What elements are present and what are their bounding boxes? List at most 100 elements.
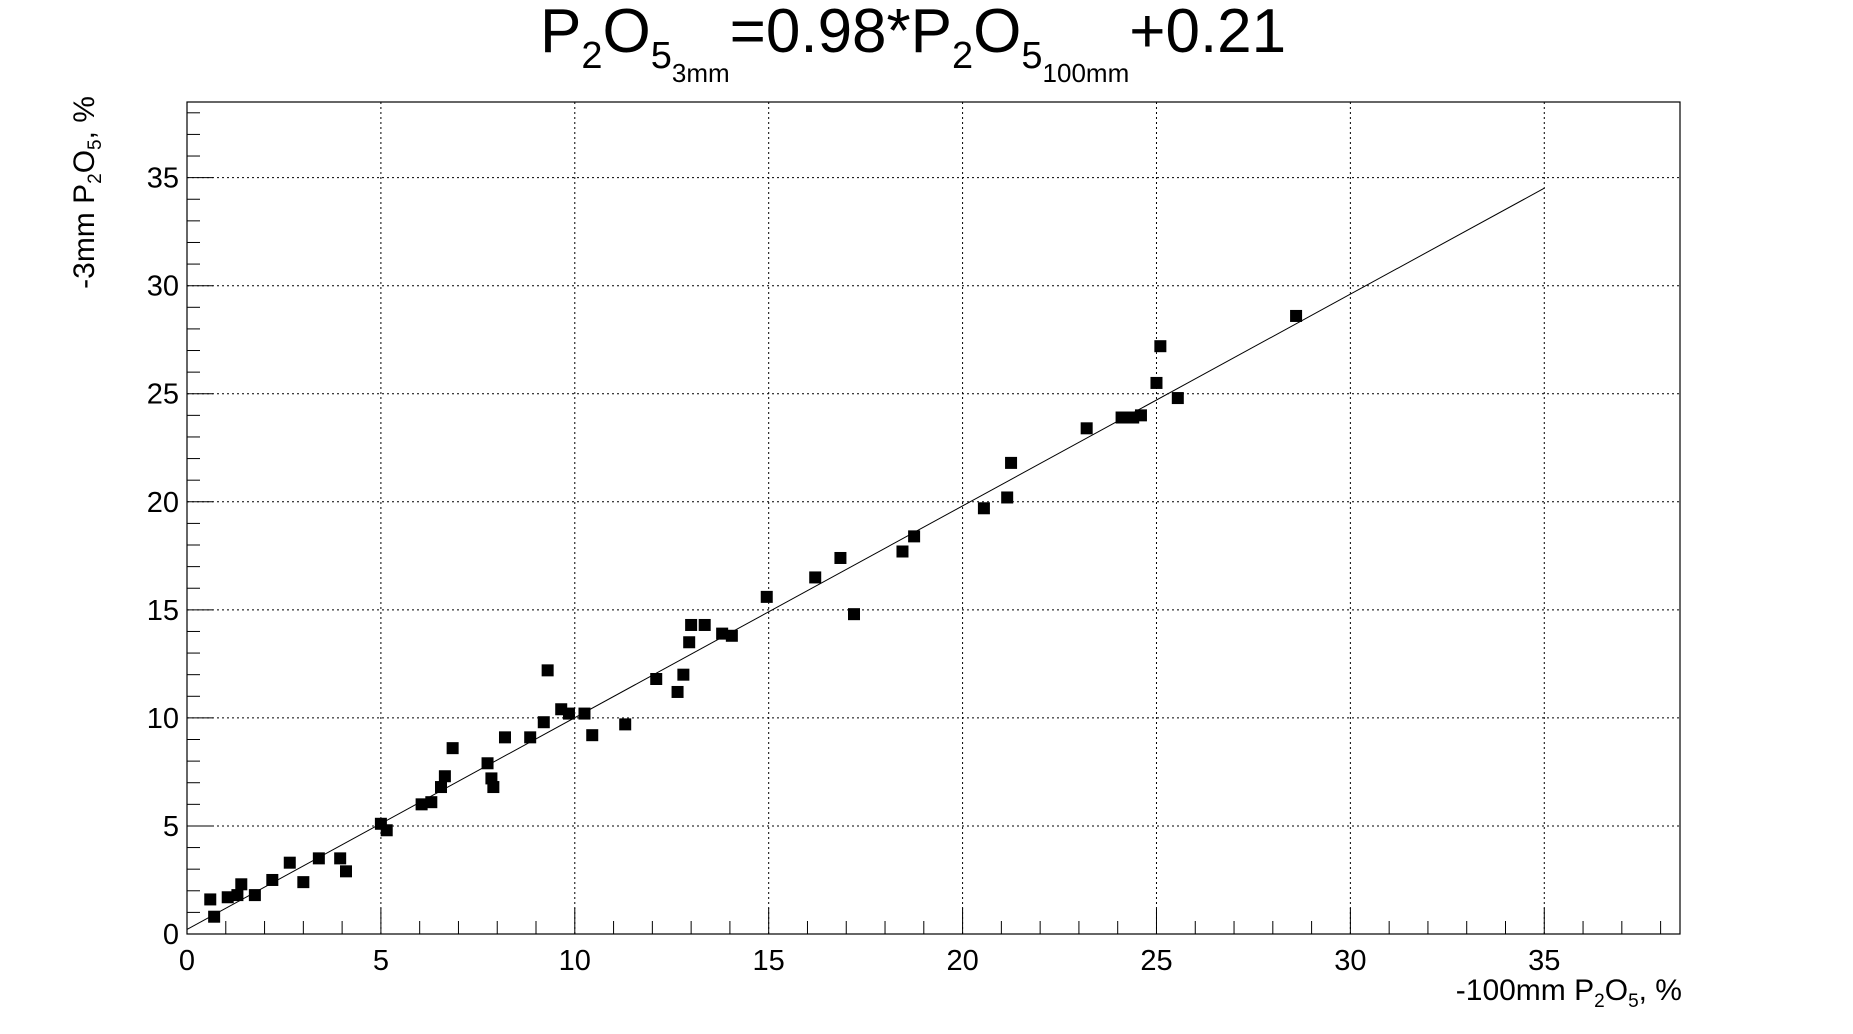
title-lhs-sub3: 3mm [672, 58, 730, 88]
data-point [578, 707, 591, 720]
x-tick-label: 35 [1528, 945, 1560, 977]
y-tick-label: 10 [147, 703, 179, 735]
y-label-sub1: 2 [85, 173, 106, 184]
data-point [685, 618, 698, 631]
data-point [334, 852, 347, 865]
data-point [848, 608, 861, 621]
data-point [619, 718, 632, 731]
data-point [809, 571, 822, 584]
y-tick-label: 0 [163, 919, 179, 951]
x-label-mid: O [1605, 974, 1628, 1007]
data-point [650, 672, 663, 685]
tick-labels: 0 5 10 15 20 25 30 35 0 5 10 15 20 25 30 35 [147, 163, 1561, 977]
y-tick-label: 15 [147, 595, 179, 627]
chart-title: P2O53mm=0.98*P2O5100mm+0.21 [540, 0, 1286, 88]
x-label-pre: -100mm P [1456, 974, 1594, 1007]
data-point [562, 707, 575, 720]
fit-line-layer [186, 187, 1545, 930]
data-point [204, 893, 217, 906]
data-point [1115, 411, 1128, 424]
plot-frame [186, 101, 1681, 935]
data-point [977, 502, 990, 515]
title-equals: =0.98* [730, 0, 911, 66]
x-tick-label: 5 [373, 945, 389, 977]
x-axis-label: -100mm P2O5, % [1456, 974, 1682, 1012]
data-point [498, 731, 511, 744]
data-point [524, 731, 537, 744]
y-tick-label: 30 [147, 271, 179, 303]
data-point [716, 627, 729, 640]
data-point [339, 865, 352, 878]
grid-layer [187, 102, 1680, 934]
y-label-post: , % [68, 96, 101, 139]
data-point [380, 824, 393, 837]
data-point [235, 878, 248, 891]
data-point [438, 770, 451, 783]
fit-line [186, 187, 1545, 930]
title-lhs-base: P [540, 0, 581, 66]
data-point [1080, 422, 1093, 435]
data-point [481, 757, 494, 770]
frame-layer [186, 101, 1681, 935]
data-point [1171, 392, 1184, 405]
y-label-mid: O [68, 150, 101, 173]
ticks-layer [186, 112, 1662, 935]
x-tick-label: 20 [946, 945, 978, 977]
title-rhs-o: O [973, 0, 1021, 66]
data-point [671, 685, 684, 698]
data-point [1290, 309, 1303, 322]
data-point [586, 729, 599, 742]
data-point [1005, 456, 1018, 469]
data-point [425, 796, 438, 809]
data-point [435, 781, 448, 794]
data-point [698, 618, 711, 631]
data-point [487, 781, 500, 794]
x-label-sub1: 2 [1594, 991, 1605, 1012]
y-axis-label: -3mm P2O5, % [68, 96, 106, 289]
y-tick-label: 5 [163, 811, 179, 843]
data-point [248, 889, 261, 902]
data-point [725, 629, 738, 642]
data-point [1150, 376, 1163, 389]
data-point [537, 716, 550, 729]
points-layer [204, 309, 1303, 923]
title-rhs-sub3: 100mm [1043, 58, 1130, 88]
title-rhs-base: P [911, 0, 952, 66]
title-rhs-sub1: 2 [952, 35, 973, 77]
y-tick-label: 35 [147, 163, 179, 195]
title-lhs-o: O [603, 0, 651, 66]
data-point [231, 889, 244, 902]
data-point [446, 742, 459, 755]
x-tick-label: 25 [1140, 945, 1172, 977]
data-point [297, 876, 310, 889]
data-point [208, 910, 221, 923]
data-point [312, 852, 325, 865]
x-label-post: , % [1639, 974, 1682, 1007]
data-point [908, 530, 921, 543]
data-point [1134, 409, 1147, 422]
data-point [834, 551, 847, 564]
data-point [1154, 340, 1167, 353]
x-label-sub2: 5 [1628, 991, 1639, 1012]
x-tick-label: 10 [559, 945, 591, 977]
title-tail: +0.21 [1129, 0, 1286, 66]
data-point [760, 590, 773, 603]
title-rhs-sub2: 5 [1021, 35, 1042, 77]
title-lhs-sub1: 2 [581, 35, 602, 77]
x-tick-label: 0 [179, 945, 195, 977]
data-point [266, 873, 279, 886]
data-point [221, 891, 234, 904]
data-point [541, 664, 554, 677]
data-point [677, 668, 690, 681]
x-tick-label: 30 [1334, 945, 1366, 977]
data-point [896, 545, 909, 558]
data-point [283, 856, 296, 869]
y-label-pre: -3mm P [68, 184, 101, 289]
y-tick-label: 25 [147, 379, 179, 411]
data-point [1001, 491, 1014, 504]
y-tick-label: 20 [147, 487, 179, 519]
title-lhs-sub2: 5 [651, 35, 672, 77]
data-point [415, 798, 428, 811]
